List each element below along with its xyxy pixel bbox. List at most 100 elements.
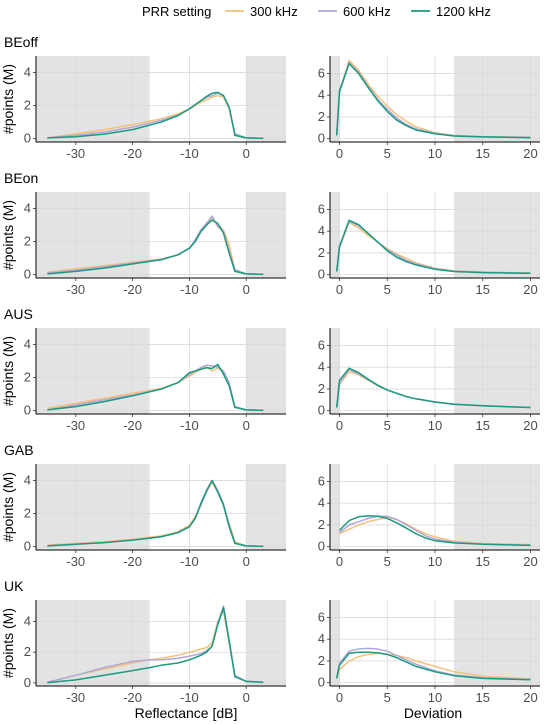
right-gab-shaded-region-1: [454, 464, 540, 550]
left-uk-series-1200-khz: [47, 606, 264, 684]
left-aus-y-tick-label: 4: [24, 337, 31, 352]
left-beon-series-1200-khz: [47, 219, 264, 276]
right-aus-shaded-region-1: [454, 328, 540, 414]
right-beon-x-tick-label: 15: [475, 282, 489, 297]
left-beon-x-tick-label: -30: [66, 282, 85, 297]
left-gab-y-tick-label: 2: [24, 506, 31, 521]
right-aus-x-tick-label: 20: [523, 418, 537, 433]
left-beoff-y-tick-label: 4: [24, 65, 31, 80]
right-beon-x-tick-label: 5: [384, 282, 391, 297]
right-beon-y-tick-label: 4: [318, 223, 325, 238]
right-beon-shaded-region-1: [454, 192, 540, 278]
left-beoff-x-tick-label: -20: [123, 146, 142, 161]
right-beon-y-tick-label: 2: [318, 245, 325, 260]
right-uk-y-tick-label: 2: [318, 653, 325, 668]
row-label-beoff: BEoff: [4, 34, 38, 50]
legend-title: PRR setting: [142, 4, 211, 19]
right-uk-shaded-region-0: [330, 600, 340, 686]
right-uk-x-tick-label: 5: [384, 690, 391, 705]
left-uk-x-tick-label: -20: [123, 690, 142, 705]
left-panel-aus: -30 -20 -10 0 0 2 4 #points (M): [0, 328, 286, 433]
right-aus-x-tick-label: 15: [475, 418, 489, 433]
right-aus-y-tick-label: 6: [318, 337, 325, 352]
right-beoff-x-tick-label: 10: [428, 146, 442, 161]
right-aus-series-1200-khz: [335, 367, 531, 409]
left-panel-beoff: -30 -20 -10 0 0 2 4 #points (M): [0, 56, 286, 161]
right-aus-y-tick-label: 0: [318, 403, 325, 418]
right-uk-x-tick-label: 0: [336, 690, 343, 705]
left-uk-y-axis-title: #points (M): [0, 608, 16, 678]
right-panel-aus: 0 5 10 15 20 0 2 4 6: [318, 328, 540, 433]
right-beon-x-tick-label: 10: [428, 282, 442, 297]
right-uk-y-tick-label: 6: [318, 609, 325, 624]
left-aus-x-tick-label: -20: [123, 418, 142, 433]
left-x-axis-title: Reflectance [dB]: [135, 705, 238, 721]
right-gab-y-tick-label: 4: [318, 495, 325, 510]
left-gab-y-axis-title: #points (M): [0, 472, 16, 542]
right-gab-y-tick-label: 2: [318, 517, 325, 532]
left-beon-y-tick-label: 2: [24, 234, 31, 249]
left-beoff-series-1200-khz: [47, 91, 264, 140]
left-panel-uk: -30 -20 -10 0 0 2 4 #points (M): [0, 600, 286, 705]
right-aus-y-tick-label: 4: [318, 359, 325, 374]
left-panel-gab: -30 -20 -10 0 0 2 4 #points (M): [0, 464, 286, 569]
right-beoff-y-tick-label: 2: [318, 109, 325, 124]
right-gab-x-tick-label: 10: [428, 554, 442, 569]
left-beon-x-tick-label: -20: [123, 282, 142, 297]
left-gab-x-tick-label: -20: [123, 554, 142, 569]
right-gab-x-tick-label: 15: [475, 554, 489, 569]
left-uk-x-tick-label: 0: [243, 690, 250, 705]
left-beoff-y-tick-label: 0: [24, 131, 31, 146]
right-beon-y-tick-label: 0: [318, 267, 325, 282]
right-beoff-x-tick-label: 5: [384, 146, 391, 161]
right-panel-beoff: 0 5 10 15 20 0 2 4 6: [318, 56, 540, 161]
right-beoff-shaded-region-1: [454, 56, 540, 142]
left-beon-y-tick-label: 4: [24, 201, 31, 216]
row-label-gab: GAB: [4, 442, 34, 458]
right-gab-x-tick-label: 5: [384, 554, 391, 569]
right-gab-y-tick-label: 6: [318, 473, 325, 488]
row-label-beon: BEon: [4, 170, 38, 186]
left-uk-x-tick-label: -30: [66, 690, 85, 705]
right-beoff-x-tick-label: 20: [523, 146, 537, 161]
right-aus-x-tick-label: 10: [428, 418, 442, 433]
legend-label-1200khz: 1200 kHz: [436, 4, 491, 19]
left-beon-x-tick-label: 0: [243, 282, 250, 297]
right-uk-x-tick-label: 10: [428, 690, 442, 705]
left-gab-x-tick-label: 0: [243, 554, 250, 569]
right-panel-beon: 0 5 10 15 20 0 2 4 6: [318, 192, 540, 297]
left-aus-y-axis-title: #points (M): [0, 336, 16, 406]
right-gab-x-tick-label: 0: [336, 554, 343, 569]
left-gab-y-tick-label: 0: [24, 539, 31, 554]
left-beoff-x-tick-label: 0: [243, 146, 250, 161]
right-gab-x-tick-label: 20: [523, 554, 537, 569]
right-gab-y-tick-label: 0: [318, 539, 325, 554]
right-aus-shaded-region-0: [330, 328, 340, 414]
left-uk-y-tick-label: 2: [24, 644, 31, 659]
left-aus-x-tick-label: -30: [66, 418, 85, 433]
right-aus-x-tick-label: 5: [384, 418, 391, 433]
right-beoff-y-tick-label: 4: [318, 87, 325, 102]
left-beon-shaded-region-1: [246, 192, 286, 278]
left-beon-y-tick-label: 0: [24, 267, 31, 282]
right-beoff-x-tick-label: 15: [475, 146, 489, 161]
left-beon-x-tick-label: -10: [180, 282, 199, 297]
right-panel-gab: 0 5 10 15 20 0 2 4 6: [318, 464, 540, 569]
legend-label-600khz: 600 kHz: [343, 4, 391, 19]
left-uk-y-tick-label: 0: [24, 675, 31, 690]
left-aus-shaded-region-1: [246, 328, 286, 414]
right-beoff-y-tick-label: 0: [318, 131, 325, 146]
right-uk-series-1200-khz: [335, 651, 531, 681]
right-beon-y-tick-label: 6: [318, 201, 325, 216]
right-uk-series-300-khz: [335, 652, 531, 680]
left-aus-x-tick-label: -10: [180, 418, 199, 433]
legend-label-300khz: 300 kHz: [250, 4, 298, 19]
right-beon-x-tick-label: 20: [523, 282, 537, 297]
left-beon-y-axis-title: #points (M): [0, 200, 16, 270]
right-uk-x-tick-label: 20: [523, 690, 537, 705]
